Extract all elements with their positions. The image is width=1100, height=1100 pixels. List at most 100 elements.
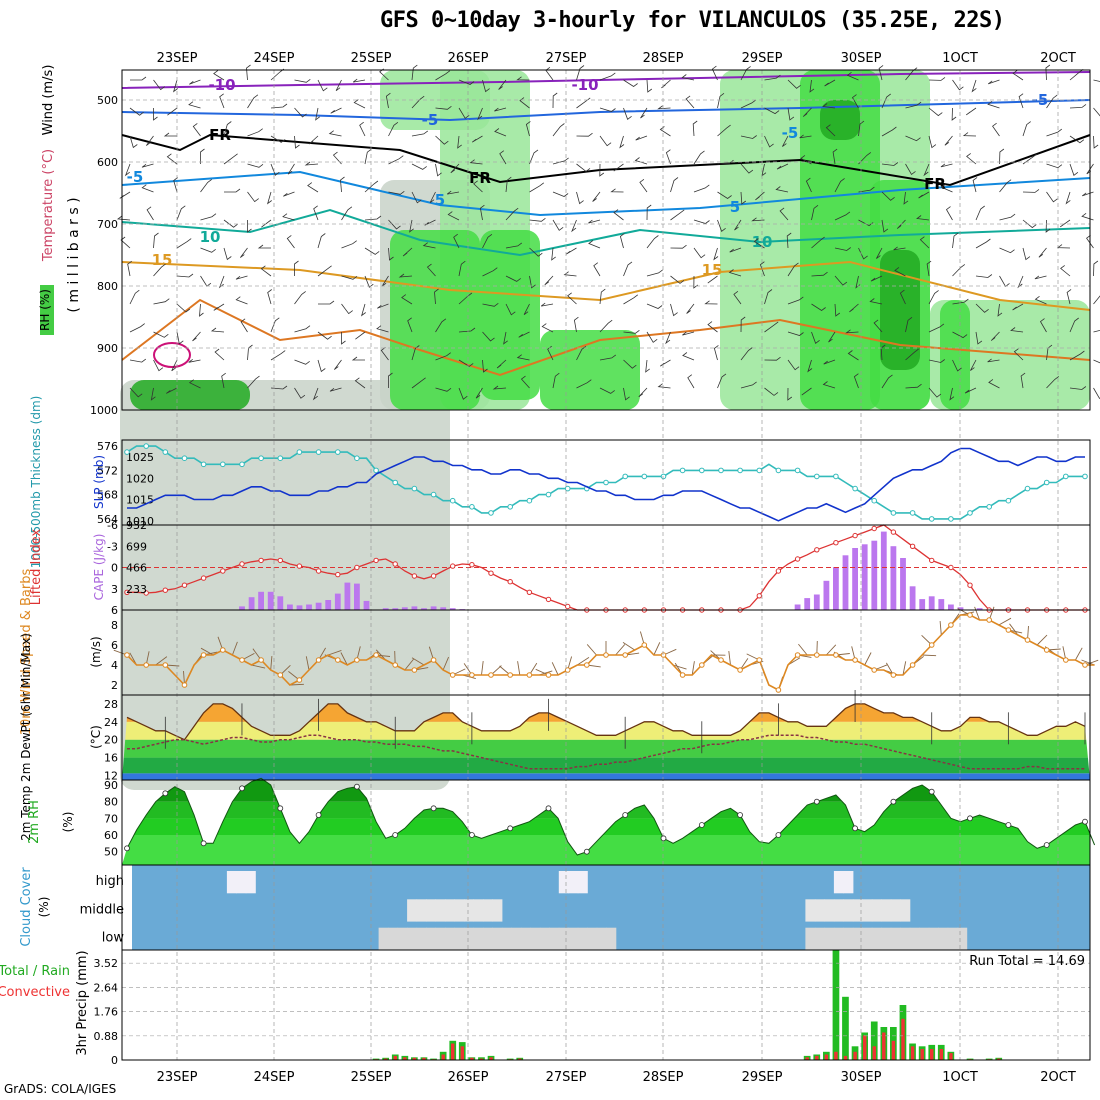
upper-wind-barb [1069, 104, 1087, 109]
upper-wind-barb [645, 359, 650, 373]
upper-wind-barb [670, 275, 685, 284]
upper-wind-barb [588, 219, 601, 224]
cloud-cell-low [814, 927, 825, 950]
upper-wind-barb [717, 159, 734, 165]
upper-wind-barb [776, 163, 789, 170]
upper-wind-barb [613, 163, 624, 172]
wind-speed-point [1082, 662, 1088, 668]
thickness-point [469, 504, 475, 510]
cape-bar [315, 602, 322, 610]
upper-wind-barb [482, 79, 490, 93]
upper-wind-barb [928, 107, 943, 117]
rh-point [775, 832, 782, 838]
upper-wind-barb [239, 247, 248, 258]
cloud-cell-low [928, 927, 939, 950]
precip-tick: 1.76 [94, 1006, 119, 1019]
cloud-cell-high [833, 871, 844, 894]
precip-convective-bar [470, 1057, 474, 1060]
precip-convective-bar [882, 1032, 886, 1060]
precip-convective-bar [920, 1049, 924, 1060]
upper-wind-barb [964, 387, 977, 394]
precip-convective-bar [843, 1055, 848, 1060]
upper-wind-barb [129, 358, 147, 363]
rh-point [698, 822, 705, 828]
upper-wind-barb [1012, 69, 1024, 81]
upper-wind-barb [434, 288, 439, 305]
cape-bar [804, 598, 811, 610]
wind-speed-point [181, 682, 188, 688]
wind-speed-point [488, 672, 494, 678]
upper-wind-barb [1093, 329, 1100, 333]
upper-wind-barb [665, 149, 671, 165]
upper-wind-barb [475, 387, 483, 399]
thickness-point [641, 473, 648, 480]
upper-wind-barb [330, 107, 342, 114]
upper-wind-barb [294, 291, 306, 305]
upper-wind-barb [329, 387, 342, 392]
li-point [871, 525, 877, 532]
upper-wind-barb [576, 345, 587, 361]
upper-wind-barb [1046, 128, 1063, 137]
cape-bar [823, 580, 830, 610]
date-label-top: 23SEP [157, 51, 198, 66]
upper-wind-barb [713, 247, 719, 261]
upper-wind-barb [479, 204, 485, 221]
wind-speed-point [928, 642, 935, 648]
wind-barb [1081, 659, 1095, 666]
cloud-cell-high [245, 871, 256, 894]
rh-shading [880, 250, 920, 370]
cloud-cell-low [520, 927, 531, 950]
upper-wind-barb [354, 377, 366, 389]
rh-point [162, 790, 169, 797]
cloud-cell-low [416, 927, 427, 950]
thickness-point [200, 461, 207, 468]
cape-bar [354, 583, 360, 610]
li-point [545, 596, 552, 603]
wind-tick: 4 [111, 659, 118, 672]
upper-wind-barb [153, 298, 170, 305]
upper-wind-barb [928, 290, 939, 305]
upper-wind-barb [999, 213, 1016, 221]
li-point [296, 563, 303, 569]
upper-wind-barb [928, 387, 942, 398]
thickness-point [296, 449, 303, 455]
pressure-tick: 500 [97, 94, 118, 107]
upper-wind-barb [800, 155, 812, 165]
li-point [143, 590, 149, 596]
upper-wind-barb [952, 264, 966, 277]
upper-wind-barb [503, 331, 508, 345]
thickness-point [967, 510, 973, 516]
precip-total-bar [842, 996, 849, 1061]
upper-wind-barb [505, 242, 523, 249]
upper-wind-barb [999, 148, 1005, 165]
upper-wind-barb [260, 265, 272, 277]
rh-shading [480, 230, 540, 400]
thickness-point [909, 510, 916, 516]
cloud-cell-low [445, 927, 455, 950]
cloud-cell-middle [435, 899, 446, 922]
upper-wind-barb [223, 121, 232, 137]
upper-wind-barb [905, 163, 916, 175]
wind-speed-point [449, 672, 456, 678]
cloud-cell-low [454, 927, 465, 950]
rh-band [122, 818, 1090, 835]
upper-wind-barb [623, 359, 637, 369]
upper-wind-barb [364, 148, 372, 165]
upper-wind-barb [729, 247, 742, 253]
credit-text: GrADS: COLA/IGES [4, 1082, 117, 1096]
cloud-cell-low [549, 927, 560, 950]
rh-point [353, 783, 360, 790]
upper-wind-barb [834, 211, 851, 221]
isotherm-line [121, 298, 1091, 377]
thickness-point [775, 467, 782, 474]
wind-speed-point [948, 622, 954, 628]
precip-convective-bar [853, 1051, 857, 1061]
upper-wind-barb [811, 236, 825, 249]
upper-wind-barb [634, 157, 648, 165]
upper-wind-barb [1093, 135, 1099, 149]
cloud-cell-low [871, 927, 882, 950]
upper-wind-barb [482, 233, 493, 249]
wind-barb [577, 657, 590, 666]
cloud-level-label: high [96, 874, 124, 889]
date-label-top: 25SEP [351, 51, 392, 66]
